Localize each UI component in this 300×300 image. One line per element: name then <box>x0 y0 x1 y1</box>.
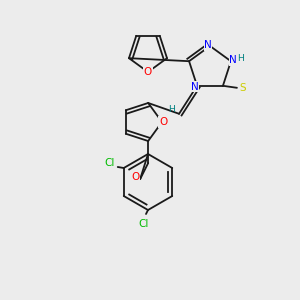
Text: H: H <box>238 54 244 63</box>
Text: O: O <box>159 117 167 127</box>
Text: S: S <box>240 83 246 93</box>
Text: N: N <box>229 55 237 65</box>
Text: N: N <box>191 82 199 92</box>
Text: N: N <box>204 40 212 50</box>
Text: O: O <box>131 172 139 182</box>
Text: Cl: Cl <box>139 219 149 229</box>
Text: Cl: Cl <box>105 158 115 168</box>
Text: O: O <box>144 67 152 77</box>
Text: H: H <box>168 105 175 114</box>
